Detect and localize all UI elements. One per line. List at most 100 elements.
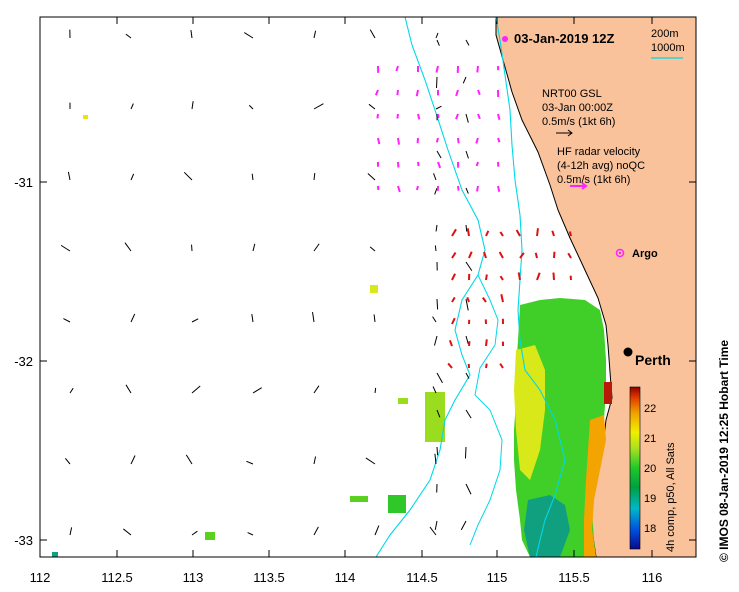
radar-vector — [457, 137, 460, 144]
radar-vector — [536, 228, 539, 237]
map-title: 03-Jan-2019 12Z — [514, 31, 615, 46]
y-axis-labels: -31 -32 -33 — [14, 175, 33, 548]
depth-legend-200m: 200m — [651, 28, 679, 40]
wind-vector — [436, 446, 439, 456]
wind-vector — [185, 454, 193, 465]
radar-vector — [475, 137, 479, 144]
radar-legend-arrow-icon — [570, 182, 588, 190]
argo-float-icon — [615, 248, 625, 258]
wind-vector — [436, 39, 440, 46]
colorbar-tick-label: 20 — [644, 463, 656, 475]
radar-vector — [485, 274, 488, 281]
radar-vector — [499, 275, 504, 281]
wind-vector — [63, 318, 71, 323]
sst-patch-offshore-h — [52, 552, 58, 557]
wind-vector — [465, 335, 469, 344]
radar-vector — [397, 185, 401, 193]
wind-vector — [252, 243, 256, 252]
wind-legend-line2: 03-Jan 00:00Z — [542, 102, 613, 114]
isobath-200m — [495, 17, 566, 557]
wind-vector — [460, 520, 467, 531]
wind-vector — [432, 386, 437, 394]
radar-vector — [417, 113, 421, 120]
wind-vector — [64, 457, 71, 465]
radar-vector — [498, 251, 504, 259]
colorbar-tick-label: 21 — [644, 433, 656, 445]
radar-vector — [451, 296, 456, 303]
wind-vector — [313, 173, 316, 181]
imos-credit: © IMOS 08-Jan-2019 12:25 Hobart Time — [717, 340, 731, 562]
sst-patch-offshore-a — [425, 392, 445, 442]
radar-vector — [552, 272, 555, 281]
wind-vector — [130, 455, 136, 465]
perth-label: Perth — [635, 352, 671, 368]
wind-vector — [246, 460, 254, 465]
radar-vector — [499, 231, 504, 237]
wind-vector — [191, 318, 199, 323]
sst-patch-cool — [524, 495, 570, 557]
radar-vector — [483, 251, 487, 259]
sst-patch-offshore-c — [370, 285, 378, 293]
wind-vector — [365, 457, 376, 465]
radar-vector — [485, 339, 488, 347]
wind-vector — [251, 314, 254, 323]
radar-vector — [437, 113, 440, 119]
wind-vector — [313, 103, 324, 110]
x-tick-label: 112.5 — [101, 570, 133, 585]
wind-vector — [130, 313, 136, 323]
wind-vector — [369, 246, 376, 252]
radar-vector — [435, 137, 439, 143]
radar-vector — [451, 273, 456, 281]
wind-vector — [434, 245, 437, 252]
radar-vector — [451, 252, 457, 259]
radar-vector — [395, 65, 399, 72]
sst-patch-offshore-e — [350, 496, 368, 502]
wind-legend-line3: 0.5m/s (1kt 6h) — [542, 116, 615, 128]
sst-colorbar — [629, 386, 641, 550]
wind-vector — [436, 150, 442, 159]
x-axis-labels: 112 112.5 113 113.5 114 114.5 115 115.5 … — [30, 570, 663, 585]
radar-vector — [497, 137, 501, 143]
radar-vector — [477, 113, 481, 120]
radar-vector — [466, 228, 470, 237]
radar-vector — [536, 272, 541, 281]
radar-vector — [376, 113, 379, 119]
wind-vector — [252, 387, 262, 394]
wind-vector — [465, 150, 469, 159]
wind-vector — [465, 483, 472, 495]
wind-vector — [248, 104, 254, 110]
radar-vector — [451, 317, 456, 325]
wind-vector — [432, 316, 437, 323]
wind-vector — [244, 32, 254, 39]
radar-vector — [415, 185, 419, 191]
wind-vector — [191, 385, 201, 394]
wind-vector — [465, 298, 469, 311]
wind-vector — [374, 525, 380, 536]
radar-vector — [534, 252, 538, 259]
wind-vector — [434, 453, 437, 465]
wind-vector — [367, 173, 376, 181]
wind-vector — [312, 312, 315, 323]
radar-vector — [475, 161, 479, 167]
wind-vector — [429, 526, 437, 536]
radar-legend-line3: 0.5m/s (1kt 6h) — [557, 174, 630, 186]
radar-vector — [519, 252, 525, 259]
radar-vector — [499, 363, 504, 369]
wind-vector — [313, 385, 320, 394]
radar-vector — [497, 113, 501, 121]
colorbar-tick-label: 19 — [644, 493, 656, 505]
radar-vector — [485, 363, 488, 369]
wind-vector — [465, 409, 472, 419]
sst-layer — [52, 115, 612, 557]
wind-vector — [123, 528, 132, 536]
argo-label: Argo — [632, 248, 658, 260]
radar-legend-line1: HF radar velocity — [557, 146, 641, 158]
radar-vector — [396, 89, 399, 96]
x-tick-label: 115 — [487, 570, 508, 585]
colorbar-tick-label: 18 — [644, 523, 656, 535]
hf-radar-vector-layer — [374, 65, 572, 369]
argo-float-center-icon — [618, 251, 622, 255]
wind-vector — [313, 243, 320, 252]
wind-vector — [374, 387, 377, 394]
wind-vector — [436, 298, 439, 310]
